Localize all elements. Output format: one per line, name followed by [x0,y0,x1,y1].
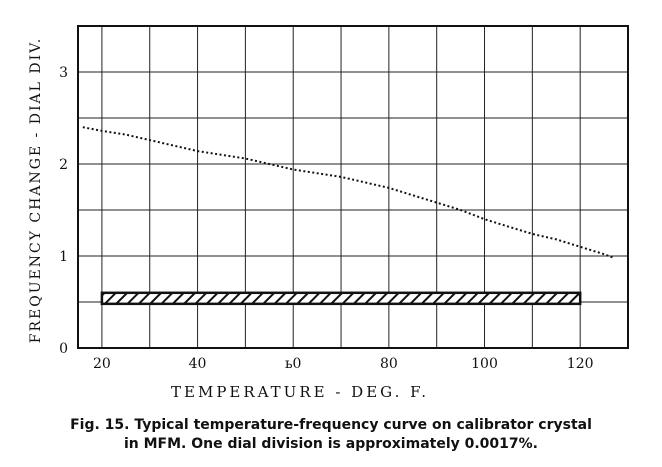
x-tick-label: 120 [567,356,594,372]
y-tick-label: 2 [59,157,68,173]
y-axis-title: FREQUENCY CHANGE - DIAL DIV. [28,37,44,343]
y-tick-label: 0 [59,341,68,357]
hatched-band [100,291,582,306]
caption-line-1: Fig. 15. Typical temperature-frequency c… [70,417,592,433]
x-tick-label: 100 [471,356,498,372]
x-tick-label: 80 [380,356,398,372]
x-tick-label: 20 [93,356,111,372]
tolerance-band [100,291,582,306]
series-layer [82,126,615,259]
series-line-0 [82,126,615,259]
y-tick-label: 3 [59,65,68,81]
x-tick-label: ь0 [285,356,302,372]
caption-line-2: in MFM. One dial division is approximate… [123,436,538,452]
figure-caption: Fig. 15. Typical temperature-frequency c… [0,416,662,454]
x-tick-labels: 20 40 ь0 80 100 120 [93,356,594,372]
plot-frame [77,25,629,349]
y-tick-label: 1 [59,249,68,265]
x-axis-title: TEMPERATURE - DEG. F. [171,383,429,401]
x-tick-label: 40 [189,356,207,372]
y-tick-labels: 0 1 2 3 [59,65,68,357]
